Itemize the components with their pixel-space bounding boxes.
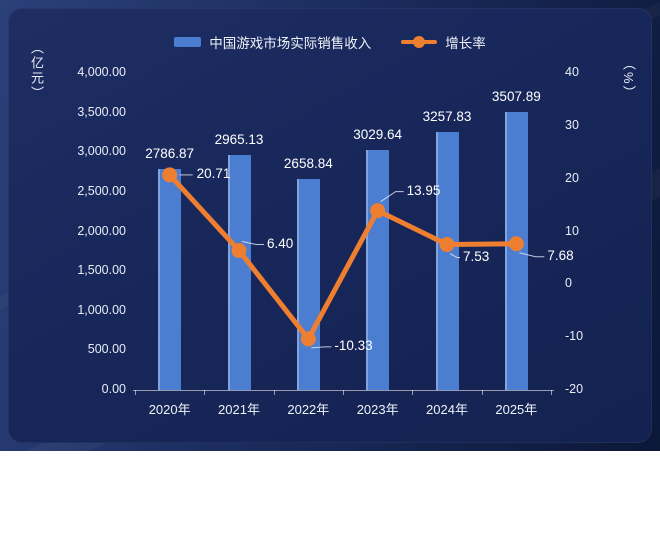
legend-item-growth-rate[interactable]: 增长率 — [401, 32, 486, 52]
x-axis-label: 2020年 — [148, 402, 191, 417]
growth-line-svg — [162, 167, 545, 349]
page-background: 中国游戏市场实际销售收入 增长率 （亿元） （%） 0.00 500.00 1,00… — [0, 0, 660, 451]
x-axis-label: 2023年 — [356, 402, 399, 417]
right-axis-tick-labels: -20 -10 0 10 20 30 40 — [565, 65, 625, 396]
x-axis-label: 2025年 — [495, 402, 538, 417]
line-value-label: 7.68 — [547, 247, 574, 263]
growth-line-point — [231, 243, 247, 259]
x-axis-tick — [551, 390, 552, 395]
line-value-label: 6.40 — [267, 235, 294, 251]
revenue-bar — [227, 155, 251, 390]
legend: 中国游戏市场实际销售收入 增长率 — [8, 32, 652, 52]
line-value-label: 20.71 — [196, 165, 231, 181]
bar-series-swatch-icon — [174, 37, 202, 47]
x-axis-tick — [204, 390, 206, 395]
legend-label-revenue: 中国游戏市场实际销售收入 — [209, 36, 372, 51]
legend-label-growth-rate: 增长率 — [445, 36, 486, 51]
bar-value-label: 3257.83 — [422, 108, 472, 124]
left-axis-tick-label: 1,500.00 — [77, 263, 126, 278]
x-axis-label: 2022年 — [287, 402, 330, 417]
right-axis-tick-label: 0 — [565, 276, 572, 291]
line-value-label: -10.33 — [334, 337, 373, 353]
left-axis-title: （亿元） — [29, 41, 44, 101]
left-axis-tick-label: 1,000.00 — [77, 302, 126, 317]
revenue-bar — [158, 169, 182, 390]
chart-card: 中国游戏市场实际销售收入 增长率 （亿元） （%） 0.00 500.00 1,00… — [8, 8, 652, 443]
bar-value-label: 2965.13 — [214, 132, 264, 147]
bar-value-label: 3507.89 — [491, 88, 541, 104]
x-axis-tick — [273, 390, 275, 395]
plot-area: 2786.87 2020年 2965.13 2021年 2658.84 2022年 3029… — [133, 73, 574, 417]
label-leader-line — [380, 191, 404, 203]
line-value-label: 7.53 — [463, 248, 490, 264]
bar-value-label: 2658.84 — [283, 156, 333, 172]
left-axis-tick-label: 0.00 — [101, 382, 126, 396]
growth-line-point — [370, 203, 386, 219]
left-axis-tick-labels: 0.00 500.00 1,000.00 1,500.00 2,000.00 2,500.… — [8, 65, 126, 396]
growth-line-point — [162, 167, 178, 183]
right-axis-tick-label: 10 — [565, 223, 579, 238]
revenue-bar — [435, 131, 459, 390]
left-axis-tick-label: 500.00 — [87, 342, 126, 357]
label-leader-line — [449, 253, 460, 259]
label-leader-line — [519, 252, 545, 258]
left-axis-tick-label: 4,000.00 — [77, 65, 126, 79]
left-axis-tick-label: 2,000.00 — [77, 223, 126, 238]
x-axis-tick — [412, 390, 414, 395]
growth-line-point — [300, 331, 316, 347]
left-axis-tick-label: 3,500.00 — [77, 104, 126, 119]
label-leader-line — [311, 346, 332, 349]
growth-line-point — [508, 236, 524, 252]
right-axis-tick-label: 40 — [565, 65, 579, 79]
growth-rate-line — [167, 173, 517, 342]
line-value-label: 13.95 — [406, 182, 441, 198]
x-axis-label: 2021年 — [218, 402, 260, 417]
line-series-swatch-icon — [401, 36, 438, 48]
legend-item-revenue[interactable]: 中国游戏市场实际销售收入 — [174, 32, 371, 52]
right-axis-tick-label: 20 — [565, 170, 579, 185]
bar-value-label: 2786.87 — [145, 146, 195, 162]
right-axis-title: （%） — [621, 57, 636, 101]
x-axis-label: 2024年 — [426, 402, 468, 417]
left-axis-tick-label: 3,000.00 — [77, 144, 126, 159]
growth-line-point — [439, 237, 455, 253]
x-axis-tick — [481, 390, 483, 395]
x-axis-tick — [135, 390, 136, 395]
right-axis-tick-label: -20 — [565, 382, 584, 396]
label-leader-line — [241, 241, 264, 246]
right-axis-tick-label: -10 — [565, 329, 584, 344]
right-axis-tick-label: 30 — [565, 117, 579, 132]
left-axis-tick-label: 2,500.00 — [77, 183, 126, 198]
bar-value-label: 3029.64 — [353, 126, 403, 142]
x-axis-tick — [343, 390, 344, 395]
